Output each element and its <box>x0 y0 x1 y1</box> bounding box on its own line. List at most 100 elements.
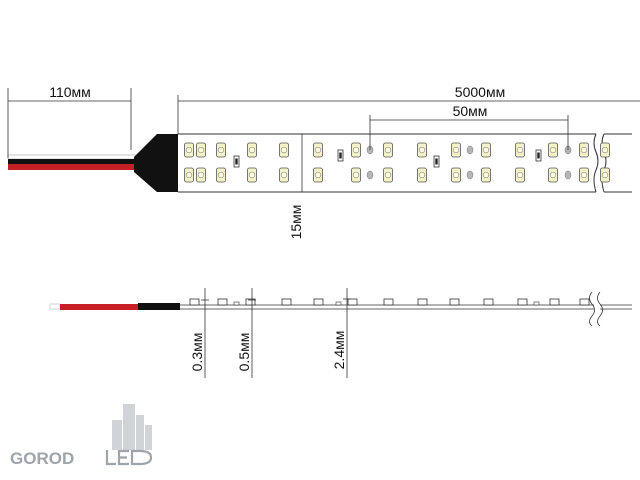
side-led-chip <box>579 298 590 306</box>
dim-strip-width: 15мм <box>288 133 306 239</box>
top-view: 110мм 5000мм 50мм 15мм <box>7 84 640 239</box>
dim-coating-thickness: 0.5мм <box>236 288 256 378</box>
led-lens <box>418 171 426 179</box>
side-led-chip <box>245 298 256 306</box>
led-chip <box>383 142 393 158</box>
led-lens <box>217 171 225 179</box>
led-chip <box>417 142 427 158</box>
led-lens <box>516 146 524 154</box>
led-chip <box>481 167 491 183</box>
dim-total-thickness: 2.4мм <box>331 288 351 378</box>
led-array <box>184 142 610 183</box>
led-lens <box>549 146 557 154</box>
led-chip <box>548 167 558 183</box>
side-white-wire <box>49 303 61 310</box>
logo-text: GOROD <box>10 449 74 468</box>
resistor-core <box>435 158 438 165</box>
side-led-chip <box>449 298 460 306</box>
side-led-chip <box>549 298 560 306</box>
segment-length-label: 50мм <box>453 103 488 119</box>
led-chip <box>600 167 610 183</box>
led-chip <box>383 167 393 183</box>
led-chip <box>351 167 361 183</box>
led-lens <box>185 171 193 179</box>
led-lens <box>580 171 588 179</box>
side-led-chips <box>189 298 590 306</box>
led-lens <box>482 146 490 154</box>
side-led-chip <box>417 298 428 306</box>
side-view: 0.3мм 0.5мм 2.4мм <box>49 288 632 378</box>
led-lens <box>352 171 360 179</box>
side-resistor <box>533 301 540 306</box>
led-chip <box>184 142 194 158</box>
led-lens <box>384 171 392 179</box>
led-lens <box>482 171 490 179</box>
black-wire <box>8 159 140 164</box>
led-lens <box>418 146 426 154</box>
connector-housing <box>134 134 178 192</box>
led-chip <box>196 167 206 183</box>
led-chip <box>451 167 461 183</box>
side-resistor <box>233 301 240 306</box>
dim-strip-length: 5000мм <box>177 84 640 134</box>
dim-pcb-thickness: 0.3мм <box>189 288 209 378</box>
led-chip <box>579 167 589 183</box>
solder-pad <box>564 170 572 180</box>
led-logo-mark <box>105 449 153 466</box>
led-lens <box>248 171 256 179</box>
led-chip <box>247 142 257 158</box>
led-lens <box>280 171 288 179</box>
led-lens <box>452 171 460 179</box>
led-lens <box>280 146 288 154</box>
side-black-wire <box>138 303 180 310</box>
led-lens <box>217 146 225 154</box>
led-chip <box>313 167 323 183</box>
led-lens <box>197 146 205 154</box>
solder-pad <box>466 170 474 180</box>
led-chip <box>451 142 461 158</box>
led-lens <box>549 171 557 179</box>
led-lens <box>185 146 193 154</box>
logo: GOROD <box>10 404 153 468</box>
total-thickness-label: 2.4мм <box>331 331 347 370</box>
led-chip <box>279 167 289 183</box>
led-lens <box>601 171 609 179</box>
side-led-chip <box>483 298 494 306</box>
side-led-chip <box>517 298 528 306</box>
led-chip <box>481 142 491 158</box>
led-lens <box>197 171 205 179</box>
led-chip <box>196 142 206 158</box>
led-chip <box>579 142 589 158</box>
led-lens <box>580 146 588 154</box>
led-lens <box>314 146 322 154</box>
side-led-chip <box>347 298 358 306</box>
red-wire <box>8 164 140 170</box>
led-chip <box>351 142 361 158</box>
led-lens <box>248 146 256 154</box>
resistor-core <box>537 152 540 159</box>
white-wire <box>7 154 141 160</box>
resistor-core <box>339 152 342 159</box>
side-led-chip <box>313 298 324 306</box>
solder-pad <box>466 145 474 155</box>
led-chip <box>247 167 257 183</box>
led-chip <box>184 167 194 183</box>
led-lens <box>516 171 524 179</box>
led-chip <box>216 167 226 183</box>
strip-length-label: 5000мм <box>455 84 505 100</box>
side-led-chip <box>281 298 292 306</box>
led-chip <box>515 167 525 183</box>
led-chip <box>313 142 323 158</box>
side-break-mark <box>589 291 603 327</box>
dim-wire-length: 110мм <box>7 84 132 158</box>
strip-body <box>178 133 596 193</box>
led-chip <box>548 142 558 158</box>
side-led-chip <box>217 298 228 306</box>
solder-pad <box>366 170 374 180</box>
coating-thickness-label: 0.5мм <box>236 333 252 372</box>
resistor-core <box>235 158 238 165</box>
side-resistor <box>335 301 342 306</box>
led-chip <box>216 142 226 158</box>
